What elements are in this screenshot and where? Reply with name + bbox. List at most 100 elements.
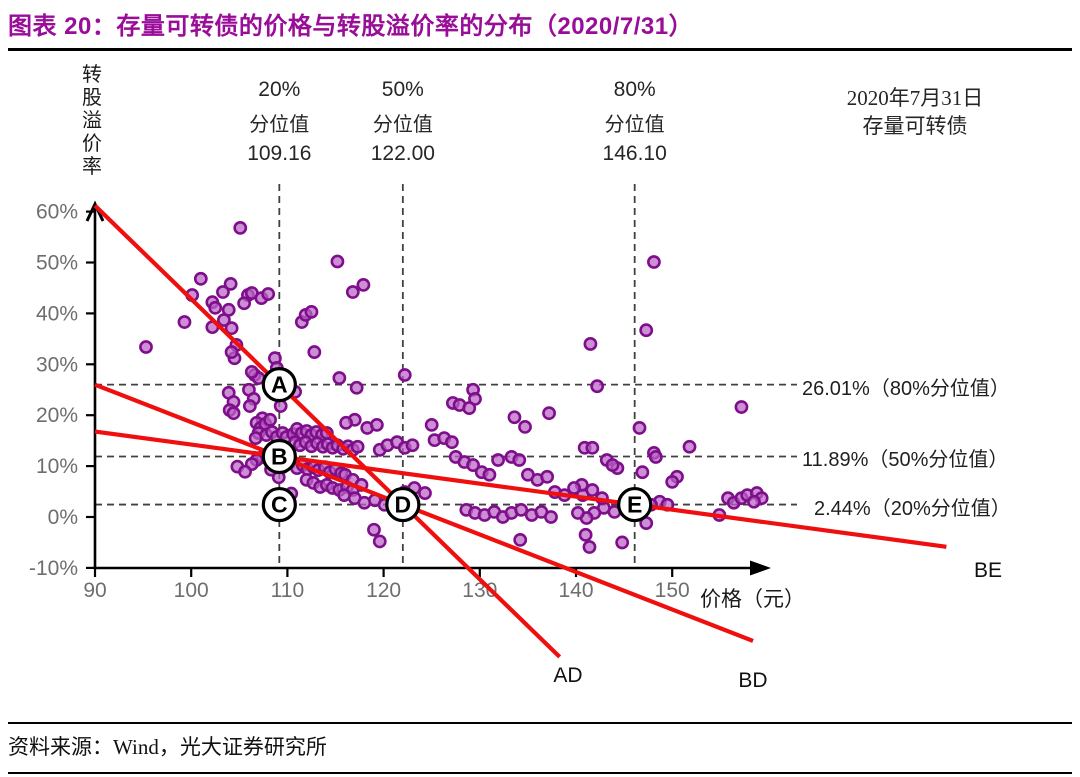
trend-line-BD [94,382,754,643]
bottom-rule [8,772,1072,774]
scatter-point [193,271,208,286]
scatter-point [223,276,238,291]
scatter-point [233,220,248,235]
y-tick-label: 50% [36,252,78,275]
y-tick-label: 30% [36,353,78,376]
scatter-point [330,254,345,269]
scatter-point [369,417,384,432]
trend-line-AD [93,204,562,659]
scatter-point [372,534,387,549]
y-axis-title-char: 率 [82,156,102,178]
key-point-letter-A: A [271,372,288,398]
y-tick-label: 40% [36,302,78,325]
percentile-pct: 50% [381,78,424,101]
scatter-point [238,464,252,479]
percentile-column: 20% 分位值 109.16 [247,78,311,166]
scatter-point [224,321,239,336]
scatter-point [462,401,477,415]
scatter-point [208,300,223,315]
x-tick-label: 130 [462,579,497,602]
footer-source: 资料来源：Wind，光大证券研究所 [8,735,327,759]
scatter-point [261,287,276,301]
scatter-point [345,285,360,299]
scatter-point [590,379,605,394]
scatter-point [242,399,257,413]
scatter-point [583,337,598,351]
scatter-point [405,438,420,453]
scatter-point [540,469,555,484]
percentile-value: 109.16 [247,142,312,165]
scatter-point [226,406,241,421]
scatter-point [367,522,381,537]
percentile-value: 146.10 [602,142,667,165]
footer-rule [8,722,1072,724]
scatter-point [648,450,663,464]
scatter-point [466,458,480,472]
trend-line-BE [94,429,947,549]
scatter-point [244,365,259,379]
scatter-point [424,417,439,432]
key-point-letter-D: D [395,492,412,518]
scatter-point [491,453,505,467]
key-point-circle-E [617,486,653,523]
scatter-point [418,486,432,500]
scatter-point [397,368,412,382]
key-point-circle-A [261,367,297,403]
hline-label: 26.01%（80%分位值） [802,377,1010,400]
scatter-point [507,410,522,425]
y-axis-title-char: 转 [82,64,102,86]
scatter-point [518,420,532,434]
percentile-label: 分位值 [604,114,665,136]
scatter-point [615,535,630,550]
scatter-point [747,494,761,509]
title-rule [8,48,1072,51]
scatter-point [632,421,647,435]
x-tick-label: 140 [558,579,593,602]
scatter-point [237,296,252,311]
scatter-point [514,502,529,517]
scatter-point [512,453,527,467]
scatter-point [304,304,319,319]
scatter-point [682,439,697,454]
y-axis-title: 转股溢价率 [80,64,104,179]
scatter-point [585,440,600,455]
date-note-line2: 存量可转债 [862,114,968,138]
y-axis-title-char: 价 [82,133,102,155]
scatter-point [177,315,192,329]
scatter-point [356,277,371,292]
x-tick-label: 120 [366,579,401,602]
scatter-point [542,406,556,421]
y-tick-label: 0% [48,506,78,529]
x-tick-label: 90 [83,579,106,602]
scatter-point [639,323,654,338]
scatter-point [647,255,661,269]
scatter-point [216,285,230,299]
scatter-point [339,415,353,430]
x-tick-label: 110 [271,579,304,602]
key-point-circle-D [385,486,421,523]
scatter-point [221,302,236,317]
scatter-point [605,458,620,472]
x-axis-arrow-icon [750,560,771,576]
key-point-letter-E: E [627,492,642,518]
scatter-point [482,467,497,482]
scatter-point [734,400,749,414]
scatter-point [349,380,364,395]
scatter-point [307,345,322,359]
y-axis-arrow-icon [85,200,105,222]
percentile-pct: 20% [258,78,301,101]
y-tick-label: -10% [29,557,78,580]
y-tick-label: 10% [36,455,78,478]
key-point-circle-C [261,486,297,523]
scatter-point [665,474,680,489]
date-note-line1: 2020年7月31日 [846,86,984,110]
x-tick-label: 100 [174,579,209,602]
trend-line-label-AD: AD [553,664,583,687]
scatter-point [263,412,277,427]
scatter-point [445,435,459,450]
scatter-point [578,527,593,542]
scatter-point [513,533,528,547]
scatter-point [571,506,585,520]
percentile-column: 50% 分位值 122.00 [371,78,435,166]
